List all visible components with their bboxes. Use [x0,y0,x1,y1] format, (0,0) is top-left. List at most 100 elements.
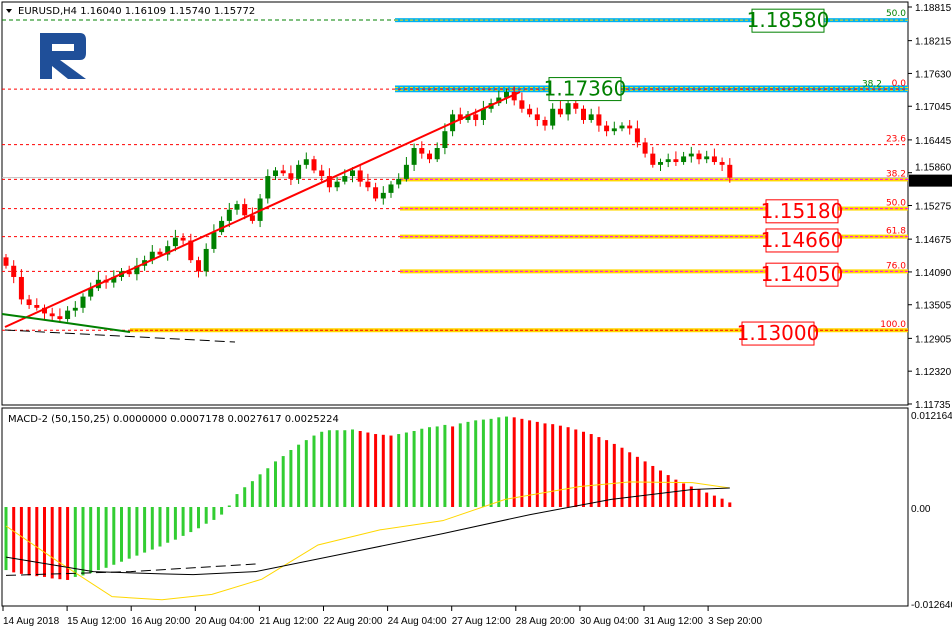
candle[interactable] [480,100,486,126]
candle[interactable] [203,243,209,277]
candle[interactable] [288,165,294,186]
candle[interactable] [727,158,733,183]
candle[interactable] [534,107,540,127]
candle[interactable] [296,160,302,184]
candle[interactable] [619,122,625,132]
candle[interactable] [11,260,17,284]
candle[interactable] [72,301,78,317]
candle[interactable] [334,177,340,192]
candle[interactable] [542,116,548,131]
candle[interactable] [134,257,140,281]
macd-bar [335,430,339,507]
price-label-box[interactable]: 1.14050 [761,262,844,287]
black-dashed-line[interactable] [4,329,236,343]
candle[interactable] [704,150,710,164]
candle[interactable] [588,108,594,123]
candle[interactable] [373,182,379,202]
candle[interactable] [234,200,240,215]
candle[interactable] [188,233,194,263]
candle[interactable] [442,123,448,155]
candle[interactable] [273,167,278,180]
candle[interactable] [565,98,571,121]
candle[interactable] [604,121,610,137]
candle[interactable] [172,229,178,252]
candle[interactable] [658,158,663,172]
macd-bar [96,507,100,571]
price-label-box[interactable]: 1.17360 [544,77,627,102]
candle[interactable] [642,137,648,158]
candle[interactable] [242,198,248,220]
candle[interactable] [711,148,717,165]
price-label-box[interactable]: 1.15180 [761,199,844,224]
candle[interactable] [527,104,533,118]
candle[interactable] [411,143,417,172]
candle[interactable] [611,121,617,136]
candle[interactable] [350,167,355,183]
candle[interactable] [719,157,725,172]
candle[interactable] [627,119,633,135]
candle[interactable] [511,86,517,106]
candle[interactable] [26,294,32,309]
candle[interactable] [57,308,63,323]
candle[interactable] [380,186,386,205]
macd-bar [197,507,200,529]
candle[interactable] [226,202,232,228]
candle[interactable] [34,298,40,311]
candle[interactable] [211,224,217,253]
candle[interactable] [311,155,317,174]
price-label-box[interactable]: 1.14660 [761,228,844,253]
candle[interactable] [388,181,394,198]
candle[interactable] [504,88,509,104]
candle[interactable] [688,146,694,163]
candle[interactable] [165,240,171,261]
macd-main-line [5,487,730,576]
candle[interactable] [665,153,671,168]
candle[interactable] [403,156,409,182]
candle[interactable] [427,150,432,164]
fib-label: 0.0 [892,79,907,89]
candle[interactable] [18,269,24,305]
candle[interactable] [696,150,702,165]
candle[interactable] [65,306,71,322]
candle[interactable] [681,151,687,165]
candle[interactable] [650,146,656,168]
candle[interactable] [581,105,586,124]
dropdown-triangle-icon[interactable] [6,9,12,13]
price-label-box[interactable]: 1.18580 [747,8,830,33]
candle[interactable] [180,233,186,245]
candle[interactable] [319,164,325,183]
candle[interactable] [111,270,117,288]
green-trend-line[interactable] [1,313,131,333]
candle[interactable] [249,207,255,224]
candle[interactable] [365,173,371,192]
red-trend-line[interactable] [4,91,521,328]
candle[interactable] [303,152,309,169]
candle[interactable] [465,111,471,123]
candle[interactable] [396,173,402,189]
candle[interactable] [88,282,94,301]
candle[interactable] [149,245,155,265]
candle[interactable] [496,90,502,106]
candle[interactable] [673,151,679,166]
candle[interactable] [419,141,425,159]
macd-bar [120,507,123,562]
candle[interactable] [3,253,9,269]
candle[interactable] [457,107,463,124]
candle[interactable] [219,216,225,235]
candle[interactable] [196,256,201,278]
candle[interactable] [434,142,440,163]
candle[interactable] [596,106,602,132]
candle[interactable] [550,103,556,130]
candle[interactable] [80,293,86,313]
candle[interactable] [265,169,271,204]
candle[interactable] [280,164,286,177]
candle[interactable] [634,120,640,148]
candle[interactable] [326,168,332,193]
candle[interactable] [357,164,363,187]
candle[interactable] [519,92,525,113]
price-label-box[interactable]: 1.13000 [737,321,820,346]
candle[interactable] [49,307,55,322]
candle[interactable] [42,304,47,320]
candle[interactable] [557,100,563,118]
macd-bar [181,507,185,536]
